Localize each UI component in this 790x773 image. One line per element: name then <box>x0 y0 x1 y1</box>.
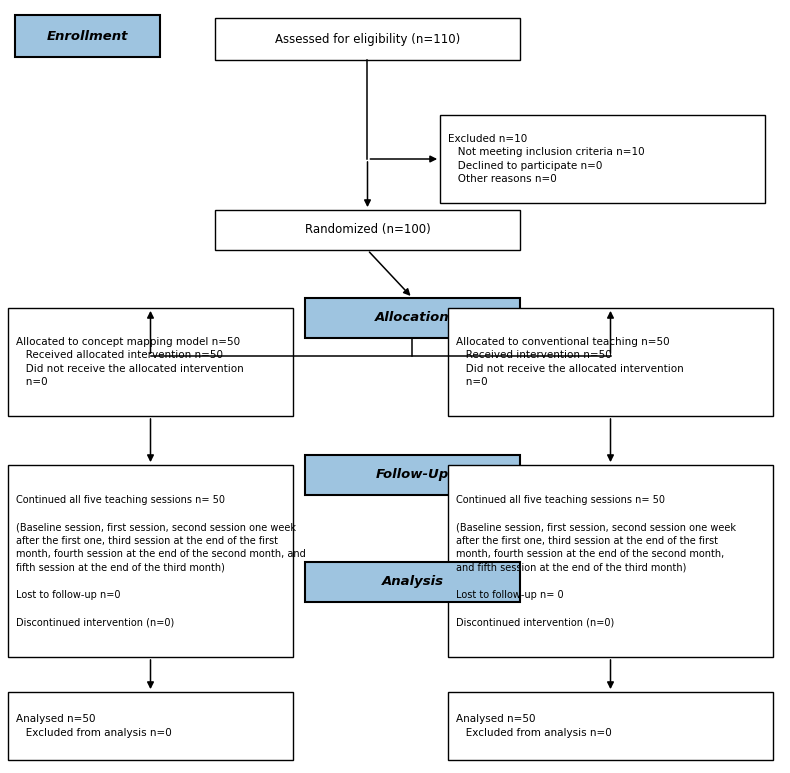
Text: Analysed n=50
   Excluded from analysis n=0: Analysed n=50 Excluded from analysis n=0 <box>16 714 171 737</box>
Text: Continued all five teaching sessions n= 50

(Baseline session, first session, se: Continued all five teaching sessions n= … <box>16 495 306 627</box>
Text: Analysis: Analysis <box>382 576 443 588</box>
Text: Allocated to conventional teaching n=50
   Received intervention n=50
   Did not: Allocated to conventional teaching n=50 … <box>456 336 684 387</box>
Text: Assessed for eligibility (n=110): Assessed for eligibility (n=110) <box>275 32 460 46</box>
FancyBboxPatch shape <box>440 115 765 203</box>
FancyBboxPatch shape <box>8 308 293 416</box>
FancyBboxPatch shape <box>448 308 773 416</box>
Text: Analysed n=50
   Excluded from analysis n=0: Analysed n=50 Excluded from analysis n=0 <box>456 714 611 737</box>
FancyBboxPatch shape <box>305 562 520 602</box>
FancyBboxPatch shape <box>305 455 520 495</box>
FancyBboxPatch shape <box>448 465 773 657</box>
FancyBboxPatch shape <box>448 692 773 760</box>
Text: Follow-Up: Follow-Up <box>376 468 450 482</box>
Text: Continued all five teaching sessions n= 50

(Baseline session, first session, se: Continued all five teaching sessions n= … <box>456 495 736 627</box>
FancyBboxPatch shape <box>8 692 293 760</box>
Text: Enrollment: Enrollment <box>47 29 128 43</box>
FancyBboxPatch shape <box>8 465 293 657</box>
FancyBboxPatch shape <box>215 18 520 60</box>
Text: Allocated to concept mapping model n=50
   Received allocated intervention n=50
: Allocated to concept mapping model n=50 … <box>16 336 244 387</box>
FancyBboxPatch shape <box>15 15 160 57</box>
Text: Allocation: Allocation <box>375 312 450 325</box>
FancyBboxPatch shape <box>305 298 520 338</box>
Text: Randomized (n=100): Randomized (n=100) <box>305 223 431 237</box>
FancyBboxPatch shape <box>215 210 520 250</box>
Text: Excluded n=10
   Not meeting inclusion criteria n=10
   Declined to participate : Excluded n=10 Not meeting inclusion crit… <box>448 134 645 185</box>
